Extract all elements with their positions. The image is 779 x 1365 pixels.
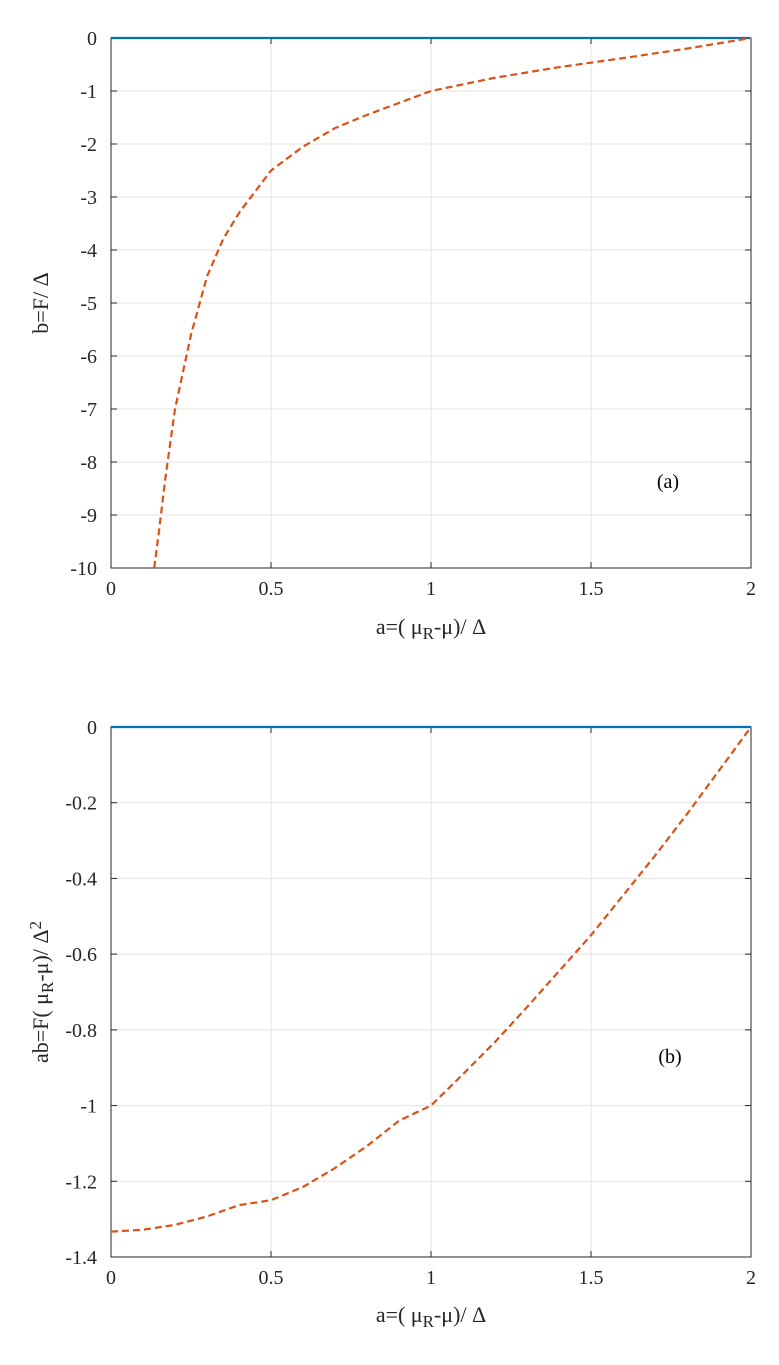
y-tick-label: -9 bbox=[80, 505, 97, 527]
label-text: a=( μ bbox=[376, 614, 423, 639]
y-tick-label: -1 bbox=[80, 1096, 97, 1118]
label-text: -μ)/ Δ bbox=[434, 1302, 486, 1327]
y-tick-label: -6 bbox=[80, 346, 97, 368]
y-tick-label: -0.8 bbox=[65, 1020, 97, 1042]
x-tick-label: 0 bbox=[106, 578, 116, 600]
chart-panel-a: 0 0.5 1 1.5 2 0 -1 -2 -3 -4 -5 -6 -7 -8 -9 -10 (a) a=( μR… bbox=[28, 28, 756, 643]
x-tick-label: 0 bbox=[106, 1267, 116, 1289]
x-tick-label: 1 bbox=[426, 578, 436, 600]
y-axis-label: ab=F( μR-μ)/ Δ2 bbox=[26, 921, 57, 1063]
x-tick-label: 1.5 bbox=[579, 1267, 604, 1289]
y-tick-label: -8 bbox=[80, 452, 97, 474]
x-tick-label: 0.5 bbox=[259, 578, 284, 600]
label-superscript: 2 bbox=[26, 921, 45, 930]
y-tick-label: -10 bbox=[70, 558, 97, 580]
y-tick-label: -7 bbox=[80, 399, 97, 421]
label-text: a=( μ bbox=[376, 1302, 423, 1327]
y-tick-label: 0 bbox=[87, 717, 97, 739]
label-subscript: R bbox=[423, 1312, 435, 1331]
label-text: ab=F( μ bbox=[28, 993, 53, 1063]
chart-panel-b: 0 0.5 1 1.5 2 0 -0.2 -0.4 -0.6 -0.8 -1 -1.2 -1.4 (b) a… bbox=[26, 717, 756, 1331]
x-axis-label: a=( μR-μ)/ Δ bbox=[376, 1302, 486, 1331]
y-tick-label: -2 bbox=[80, 134, 97, 156]
y-tick-label: -1.2 bbox=[65, 1171, 97, 1193]
x-tick-label: 2 bbox=[746, 578, 756, 600]
label-text: b=F/ Δ bbox=[28, 272, 53, 333]
panel-label: (b) bbox=[658, 1046, 681, 1068]
y-tick-label: -1 bbox=[80, 81, 97, 103]
label-text: -μ)/ Δ bbox=[434, 614, 486, 639]
y-tick-label: -5 bbox=[80, 293, 97, 315]
panel-label: (a) bbox=[657, 471, 679, 493]
x-tick-label: 1 bbox=[426, 1267, 436, 1289]
y-tick-label: -3 bbox=[80, 187, 97, 209]
x-tick-label: 1.5 bbox=[579, 578, 604, 600]
x-tick-label: 2 bbox=[746, 1267, 756, 1289]
label-subscript: R bbox=[38, 981, 57, 993]
y-tick-label: -0.2 bbox=[65, 793, 97, 815]
y-tick-label: -1.4 bbox=[65, 1247, 97, 1269]
label-subscript: R bbox=[423, 624, 435, 643]
x-tick-label: 0.5 bbox=[259, 1267, 284, 1289]
x-axis-label: a=( μR-μ)/ Δ bbox=[376, 614, 486, 643]
y-tick-label: 0 bbox=[87, 28, 97, 50]
y-axis-label: b=F/ Δ bbox=[28, 272, 53, 333]
y-tick-label: -0.4 bbox=[65, 868, 97, 890]
y-tick-label: -0.6 bbox=[65, 944, 97, 966]
y-tick-label: -4 bbox=[80, 240, 97, 262]
label-text: -μ)/ Δ bbox=[28, 929, 53, 981]
series-dashed-line bbox=[153, 36, 752, 569]
